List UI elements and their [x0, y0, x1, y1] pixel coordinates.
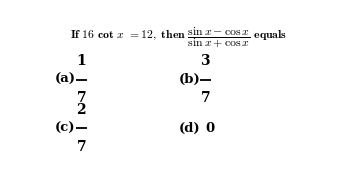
- Text: (c): (c): [54, 122, 75, 135]
- Text: 7: 7: [200, 91, 210, 105]
- Text: $\bf{If\ 16\ cot}$ $\mathbf{\it{x}}$ $\bf{= 12,\ then}$ $\dfrac{\sin x - \cos x}: $\bf{If\ 16\ cot}$ $\mathbf{\it{x}}$ $\b…: [70, 26, 287, 50]
- Text: 1: 1: [76, 54, 86, 68]
- Text: 7: 7: [77, 91, 86, 105]
- Text: 7: 7: [77, 140, 86, 154]
- Text: 3: 3: [200, 54, 210, 68]
- Text: (b): (b): [178, 73, 200, 86]
- Text: 2: 2: [77, 103, 86, 117]
- Text: (a): (a): [54, 73, 75, 86]
- Text: (d): (d): [178, 122, 200, 135]
- Text: 0: 0: [205, 122, 214, 135]
